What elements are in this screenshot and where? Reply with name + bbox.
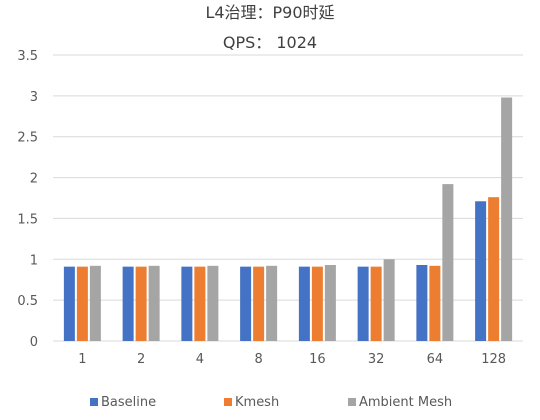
bar: [253, 266, 265, 341]
bar: [324, 265, 336, 341]
y-tick-label: 1.5: [17, 212, 38, 227]
y-tick-label: 3.5: [17, 49, 38, 64]
bar: [298, 266, 310, 341]
y-tick-label: 2: [30, 172, 38, 187]
legend-label: Kmesh: [235, 395, 279, 410]
legend-swatch: [90, 398, 98, 406]
bar: [194, 266, 206, 341]
bar: [181, 266, 193, 341]
bar: [416, 265, 428, 341]
legend-swatch: [224, 398, 232, 406]
legend-label: Baseline: [101, 395, 156, 410]
bar: [207, 265, 219, 341]
x-tick-label: 16: [309, 352, 326, 367]
legend-label: Ambient Mesh: [359, 395, 452, 410]
bar: [266, 265, 278, 341]
bar: [89, 265, 101, 341]
legend-layer: Baseline Kmesh Ambient Mesh: [90, 395, 452, 410]
x-tick-label: 2: [137, 352, 145, 367]
axis-layer: 0 0.5 1 1.5 2 2.5 3 3.5 1 2 4 8 16 32 64 128: [17, 49, 523, 367]
bar: [442, 184, 454, 341]
legend-swatch: [348, 398, 356, 406]
bar: [76, 266, 88, 341]
bar: [135, 266, 147, 341]
x-tick-label: 128: [481, 352, 506, 367]
bar: [501, 97, 513, 342]
bar: [148, 265, 160, 341]
bar: [63, 266, 75, 341]
bar: [383, 259, 395, 341]
bar: [429, 265, 441, 341]
x-tick-label: 32: [368, 352, 385, 367]
x-tick-label: 1: [78, 352, 86, 367]
bar: [488, 197, 500, 341]
bar: [122, 266, 134, 341]
y-tick-label: 0: [30, 335, 38, 350]
y-tick-label: 0.5: [17, 294, 38, 309]
bar: [370, 266, 382, 341]
bar: [357, 266, 369, 341]
y-tick-label: 1: [30, 253, 38, 268]
x-tick-label: 4: [196, 352, 204, 367]
bar: [475, 201, 487, 341]
x-tick-label: 64: [427, 352, 444, 367]
bar-layer: [63, 97, 513, 342]
x-tick-label: 8: [254, 352, 262, 367]
bar: [240, 266, 252, 341]
y-tick-label: 2.5: [17, 131, 38, 146]
y-tick-label: 3: [30, 90, 38, 105]
bar: [311, 266, 323, 341]
